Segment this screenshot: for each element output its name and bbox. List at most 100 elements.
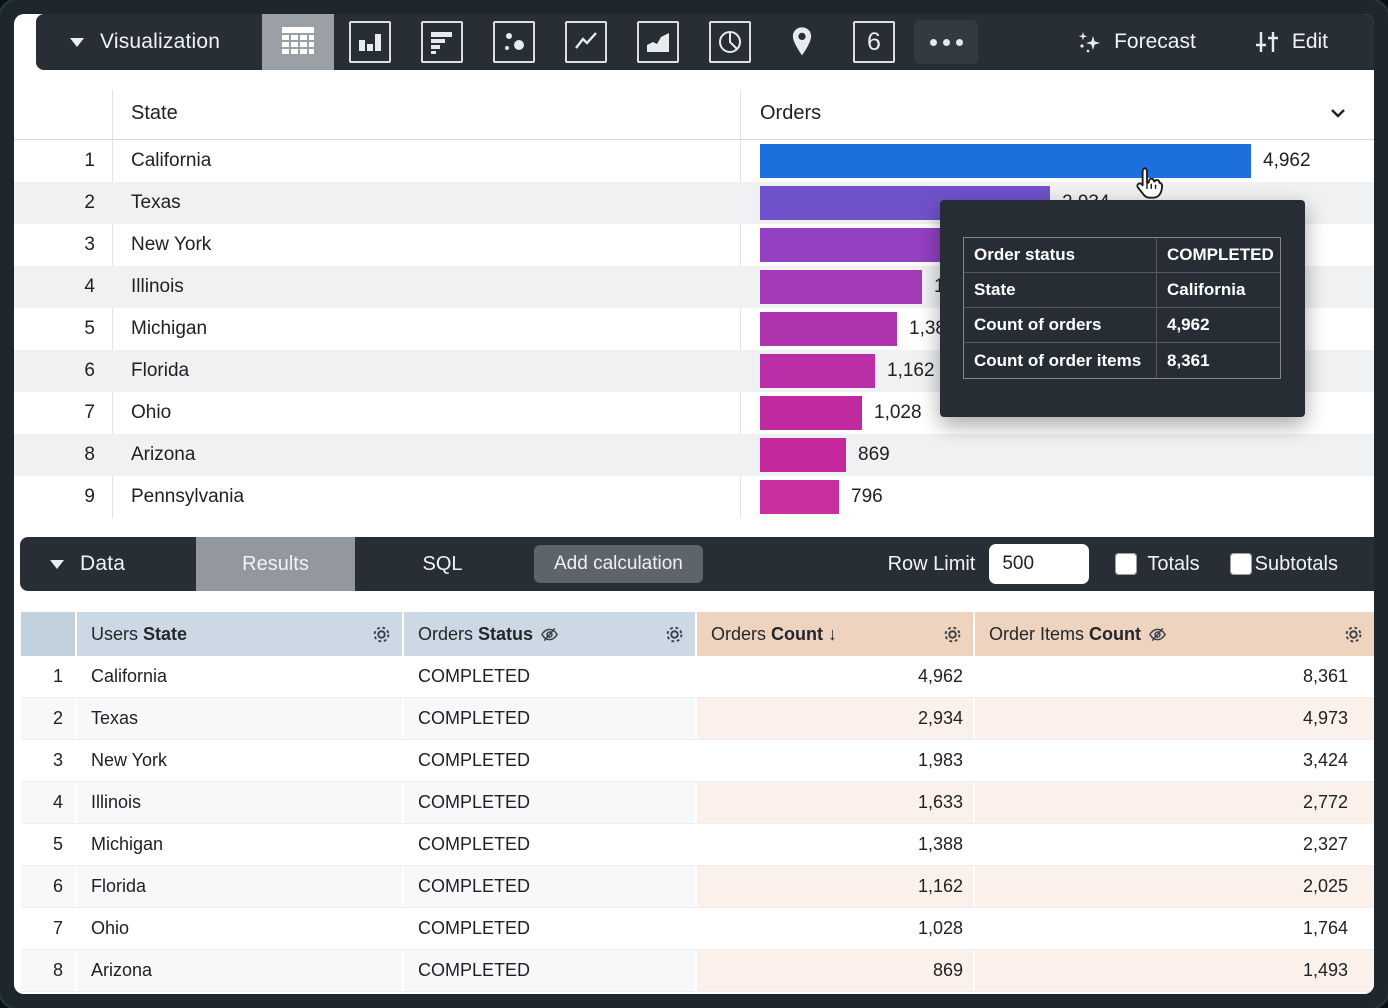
orders-bar[interactable] — [760, 354, 875, 388]
data-menu[interactable]: Data — [20, 552, 196, 576]
viz-row-number: 5 — [84, 318, 95, 339]
orders-bar[interactable] — [760, 438, 846, 472]
table-row: 8 Arizona COMPLETED 869 1,493 — [21, 950, 1374, 992]
gear-icon[interactable] — [1343, 624, 1364, 645]
orders-bar[interactable] — [760, 270, 922, 304]
viz-state-cell: California — [131, 150, 212, 171]
orders-count-cell[interactable]: 1,388 — [697, 824, 973, 865]
viz-state-cell: Florida — [131, 360, 190, 381]
tab-sql[interactable]: SQL — [422, 552, 463, 575]
viz-state-cell: New York — [131, 234, 212, 255]
tab-results[interactable]: Results — [196, 537, 355, 591]
gear-icon[interactable] — [664, 624, 685, 645]
totals-checkbox[interactable] — [1115, 553, 1138, 575]
orders-bar[interactable] — [760, 480, 839, 514]
tooltip-label: Count of order items — [974, 350, 1142, 370]
order-items-count-cell[interactable]: 2,772 — [975, 782, 1374, 823]
table-icon — [278, 22, 318, 62]
viz-type-column-chart-button[interactable] — [334, 14, 406, 70]
tooltip-row: State California — [964, 273, 1280, 308]
status-cell[interactable]: COMPLETED — [404, 908, 695, 949]
row-number-cell: 5 — [21, 824, 75, 865]
status-cell[interactable]: COMPLETED — [404, 950, 695, 991]
scatter-plot-icon — [493, 21, 535, 63]
status-cell[interactable]: COMPLETED — [404, 656, 695, 697]
order-items-count-cell[interactable]: 2,025 — [975, 866, 1374, 907]
status-cell[interactable]: COMPLETED — [404, 824, 695, 865]
state-cell[interactable]: Florida — [77, 866, 402, 907]
order-items-count-cell[interactable]: 8,361 — [975, 656, 1374, 697]
results-table-header: Users State Orders Status — [21, 612, 1374, 656]
state-cell[interactable]: Texas — [77, 698, 402, 739]
edit-button[interactable]: Edit — [1254, 29, 1328, 55]
status-cell[interactable]: COMPLETED — [404, 740, 695, 781]
tooltip-row: Order status COMPLETED — [964, 238, 1280, 273]
viz-type-area-chart-button[interactable] — [622, 14, 694, 70]
viz-type-map-button[interactable] — [766, 14, 838, 70]
row-number-cell: 3 — [21, 740, 75, 781]
gear-icon[interactable] — [942, 624, 963, 645]
viz-type-single-value-button[interactable]: 6 — [838, 14, 910, 70]
order-items-count-cell[interactable]: 2,327 — [975, 824, 1374, 865]
orders-count-cell[interactable]: 869 — [697, 950, 973, 991]
column-chart-icon — [349, 21, 391, 63]
viz-type-horizontal-bar-button[interactable] — [406, 14, 478, 70]
subtotals-checkbox[interactable] — [1229, 553, 1252, 575]
header-users-state[interactable]: Users State — [77, 612, 402, 656]
viz-type-table-button[interactable] — [262, 14, 334, 70]
viz-row-number: 3 — [84, 234, 95, 255]
orders-count-cell[interactable]: 1,028 — [697, 908, 973, 949]
header-orders-status[interactable]: Orders Status — [404, 612, 695, 656]
state-cell[interactable]: Arizona — [77, 950, 402, 991]
caret-down-icon — [70, 37, 84, 47]
orders-count-cell[interactable]: 1,162 — [697, 866, 973, 907]
orders-value: 796 — [851, 486, 883, 507]
order-items-count-cell[interactable]: 4,973 — [975, 698, 1374, 739]
viz-column-orders[interactable]: Orders — [740, 101, 1374, 139]
orders-bar[interactable] — [760, 228, 956, 262]
orders-value: 869 — [858, 444, 890, 465]
orders-bar[interactable] — [760, 144, 1251, 178]
orders-bar[interactable] — [760, 396, 862, 430]
status-cell[interactable]: COMPLETED — [404, 866, 695, 907]
pie-chart-icon — [709, 21, 751, 63]
viz-type-scatter-button[interactable] — [478, 14, 550, 70]
status-cell[interactable]: COMPLETED — [404, 782, 695, 823]
viz-column-state[interactable]: State — [131, 102, 178, 124]
forecast-button[interactable]: Forecast — [1076, 29, 1196, 55]
line-chart-icon — [565, 21, 607, 63]
viz-type-pie-chart-button[interactable] — [694, 14, 766, 70]
results-table: Users State Orders Status — [14, 591, 1374, 994]
viz-table-row: 9 Pennsylvania 796 — [14, 476, 1374, 518]
orders-count-cell[interactable]: 2,934 — [697, 698, 973, 739]
gear-icon[interactable] — [371, 624, 392, 645]
state-cell[interactable]: California — [77, 656, 402, 697]
tune-icon — [1254, 29, 1280, 55]
row-limit-input[interactable] — [989, 544, 1090, 584]
header-order-items-count[interactable]: Order Items Count — [975, 612, 1374, 656]
state-cell[interactable]: New York — [77, 740, 402, 781]
data-menu-label: Data — [80, 552, 126, 575]
tooltip-label: Order status — [974, 245, 1076, 264]
order-items-count-cell[interactable]: 1,493 — [975, 950, 1374, 991]
orders-count-cell[interactable]: 4,962 — [697, 656, 973, 697]
orders-count-cell[interactable]: 1,633 — [697, 782, 973, 823]
order-items-count-cell[interactable]: 1,764 — [975, 908, 1374, 949]
status-cell[interactable]: COMPLETED — [404, 698, 695, 739]
add-calculation-button[interactable]: Add calculation — [534, 545, 703, 583]
row-number-cell: 1 — [21, 656, 75, 697]
visualization-menu[interactable]: Visualization — [36, 30, 262, 54]
chevron-down-icon[interactable] — [1326, 101, 1350, 125]
state-cell[interactable]: Illinois — [77, 782, 402, 823]
sort-desc-icon[interactable]: ↓ — [828, 623, 837, 644]
more-viz-types-button[interactable] — [914, 20, 978, 64]
orders-count-cell[interactable]: 1,983 — [697, 740, 973, 781]
state-cell[interactable]: Michigan — [77, 824, 402, 865]
viz-type-line-chart-button[interactable] — [550, 14, 622, 70]
state-cell[interactable]: Ohio — [77, 908, 402, 949]
header-orders-count[interactable]: Orders Count ↓ — [697, 612, 973, 656]
row-number-cell: 2 — [21, 698, 75, 739]
order-items-count-cell[interactable]: 3,424 — [975, 740, 1374, 781]
orders-bar[interactable] — [760, 312, 897, 346]
